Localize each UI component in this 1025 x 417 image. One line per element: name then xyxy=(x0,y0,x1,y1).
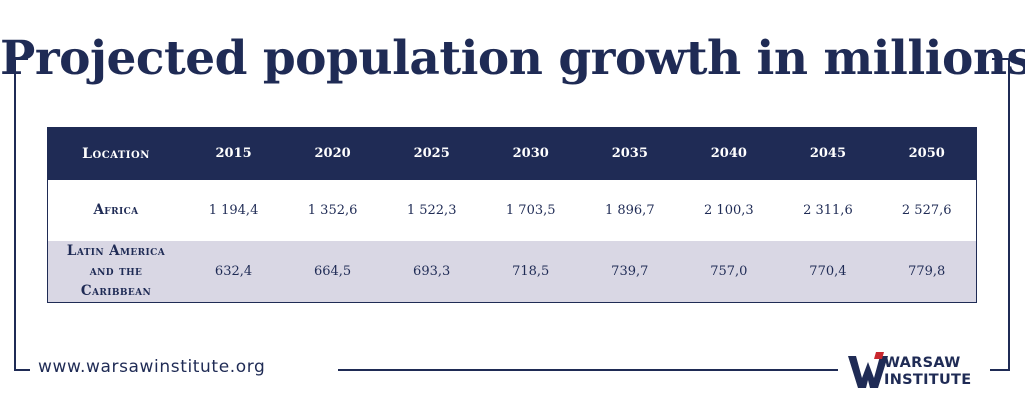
column-header-year: 2030 xyxy=(512,146,549,162)
table-cell: 739,7 xyxy=(611,263,649,279)
table-cell: 779,8 xyxy=(908,263,946,279)
logo-text-institute: INSTITUTE xyxy=(884,372,972,388)
logo-text-warsaw: WARSAW xyxy=(884,355,961,371)
logo-w-icon xyxy=(848,352,888,388)
table-cell: 1 194,4 xyxy=(208,202,259,218)
table-header-row: Location 2015 2020 2025 2030 2035 2040 2… xyxy=(47,127,977,180)
population-table: Location 2015 2020 2025 2030 2035 2040 2… xyxy=(47,127,977,303)
table-cell: 1 703,5 xyxy=(505,202,556,218)
table-cell: 693,3 xyxy=(413,263,451,279)
page-title: Projected population growth in millions xyxy=(0,31,1025,86)
frame-bottom-middle xyxy=(338,369,838,371)
frame-bottom-left xyxy=(14,369,30,371)
table-cell: 2 527,6 xyxy=(901,202,952,218)
column-header-year: 2025 xyxy=(413,146,450,162)
table-cell: 1 352,6 xyxy=(307,202,358,218)
row-label: Africa xyxy=(93,202,139,218)
website-link[interactable]: www.warsawinstitute.org xyxy=(38,357,266,377)
table-row-africa: Africa 1 194,4 1 352,6 1 522,3 1 703,5 1… xyxy=(47,179,977,241)
frame-top-right xyxy=(992,58,1010,60)
frame-left xyxy=(14,58,16,371)
column-header-year: 2045 xyxy=(809,146,846,162)
frame-top-left xyxy=(14,58,28,60)
frame-bottom-right xyxy=(990,369,1010,371)
table-cell: 718,5 xyxy=(512,263,550,279)
table-cell: 1 896,7 xyxy=(604,202,655,218)
column-header-year: 2040 xyxy=(710,146,747,162)
table-cell: 1 522,3 xyxy=(406,202,457,218)
column-header-year: 2020 xyxy=(314,146,351,162)
table-cell: 757,0 xyxy=(710,263,748,279)
row-label: Latin America and the Caribbean xyxy=(66,243,166,300)
frame-right xyxy=(1008,58,1010,371)
table-cell: 2 311,6 xyxy=(803,202,853,218)
column-header-year: 2035 xyxy=(611,146,648,162)
column-header-year: 2050 xyxy=(908,146,945,162)
table-cell: 770,4 xyxy=(809,263,847,279)
warsaw-institute-logo: WARSAW INSTITUTE xyxy=(848,352,984,392)
table-row-latin-america: Latin America and the Caribbean 632,4 66… xyxy=(47,240,977,303)
table-cell: 2 100,3 xyxy=(704,202,754,218)
column-header-year: 2015 xyxy=(215,146,252,162)
table-cell: 664,5 xyxy=(313,263,352,279)
table-cell: 632,4 xyxy=(214,263,253,279)
column-header-location: Location xyxy=(82,145,150,162)
